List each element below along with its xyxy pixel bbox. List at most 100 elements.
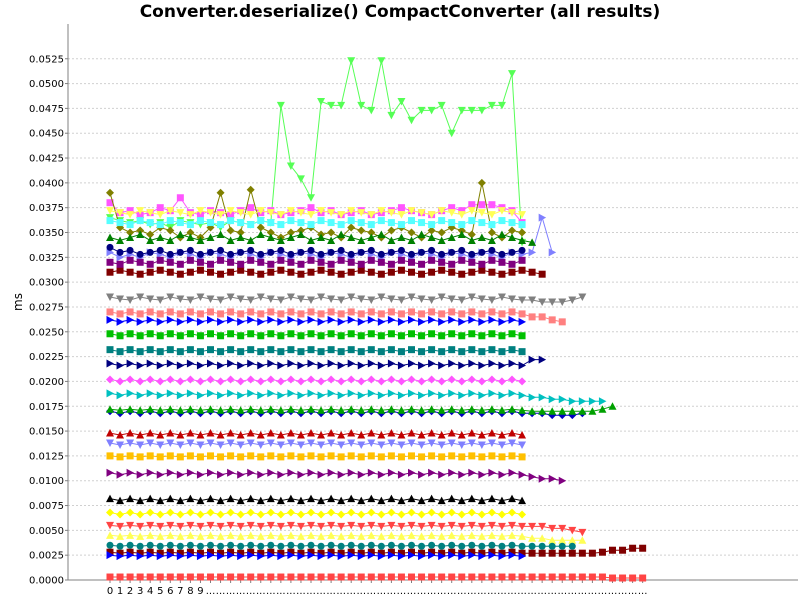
data-point <box>247 268 255 276</box>
data-point <box>106 330 114 338</box>
data-point <box>367 315 376 324</box>
data-point <box>528 573 536 581</box>
data-point <box>468 201 476 209</box>
data-point <box>166 226 175 235</box>
data-point <box>397 348 405 356</box>
data-point <box>498 453 506 461</box>
data-point <box>538 313 546 321</box>
data-point <box>558 542 566 550</box>
data-point <box>498 549 506 557</box>
y-tick-label: 0.0150 <box>29 427 64 438</box>
data-point <box>237 310 245 318</box>
data-point <box>548 298 557 306</box>
data-point <box>186 531 195 539</box>
data-point <box>136 573 144 581</box>
data-point <box>126 296 135 305</box>
data-point <box>307 429 315 437</box>
data-point <box>307 256 315 264</box>
data-point <box>207 260 214 268</box>
data-point <box>287 548 295 556</box>
data-point <box>207 346 214 354</box>
data-point <box>136 207 145 215</box>
data-point <box>186 233 195 241</box>
data-point <box>217 391 225 400</box>
data-point <box>237 542 245 550</box>
data-point <box>327 359 336 368</box>
data-point <box>247 346 255 354</box>
data-point <box>146 308 154 316</box>
data-point <box>317 377 326 386</box>
y-tick-label: 0.0050 <box>29 526 64 537</box>
data-point <box>106 531 114 539</box>
data-point <box>397 211 406 219</box>
data-point <box>146 439 155 447</box>
data-point <box>186 346 194 354</box>
data-point <box>497 293 506 302</box>
data-point <box>347 293 356 302</box>
data-point <box>337 377 346 386</box>
data-point <box>508 268 516 276</box>
data-point <box>297 248 305 256</box>
x-tick-label: 4 <box>147 586 153 597</box>
data-point <box>257 361 265 370</box>
data-point <box>468 330 476 338</box>
data-point <box>477 178 486 187</box>
data-point <box>407 228 416 237</box>
data-point <box>327 551 336 560</box>
data-point <box>428 548 436 556</box>
data-point <box>498 552 506 561</box>
data-point <box>286 405 295 413</box>
data-point <box>156 522 165 531</box>
data-point <box>467 293 476 302</box>
data-point <box>327 295 336 304</box>
data-point <box>116 552 125 561</box>
series-16 <box>106 355 547 370</box>
data-point <box>518 549 526 557</box>
data-point <box>106 217 114 225</box>
data-point <box>488 389 496 398</box>
data-point <box>276 510 285 519</box>
data-point <box>448 315 456 324</box>
data-point <box>236 406 245 414</box>
data-point <box>237 453 245 461</box>
series-30 <box>106 544 647 557</box>
data-point <box>176 431 185 439</box>
x-tick-label: ... <box>427 586 437 597</box>
data-point <box>397 332 405 340</box>
data-point <box>397 406 406 414</box>
data-point <box>106 199 114 207</box>
data-point <box>136 250 144 258</box>
x-tick-label: 1 <box>117 586 123 597</box>
data-point <box>106 494 114 503</box>
data-point <box>156 496 165 505</box>
data-point <box>487 429 496 437</box>
data-point <box>387 248 395 256</box>
data-point <box>186 494 195 503</box>
data-point <box>347 250 355 258</box>
data-point <box>468 346 476 354</box>
data-point <box>146 452 154 460</box>
data-point <box>126 256 134 264</box>
data-point <box>578 549 586 557</box>
data-point <box>347 359 356 368</box>
data-point <box>146 236 155 244</box>
data-point <box>166 429 175 437</box>
data-point <box>196 317 205 326</box>
data-point <box>136 270 144 278</box>
data-point <box>457 496 466 505</box>
data-point <box>146 209 155 217</box>
data-point <box>458 453 466 461</box>
data-point <box>237 248 245 256</box>
data-point <box>296 431 305 439</box>
data-point <box>467 531 476 539</box>
data-point <box>337 441 346 449</box>
data-point <box>286 228 295 237</box>
data-point <box>207 330 214 338</box>
data-point <box>267 260 275 268</box>
data-point <box>186 508 195 517</box>
data-point <box>256 496 265 505</box>
data-point <box>427 494 436 503</box>
data-point <box>437 207 446 215</box>
data-point <box>468 308 476 316</box>
data-point <box>307 573 315 581</box>
